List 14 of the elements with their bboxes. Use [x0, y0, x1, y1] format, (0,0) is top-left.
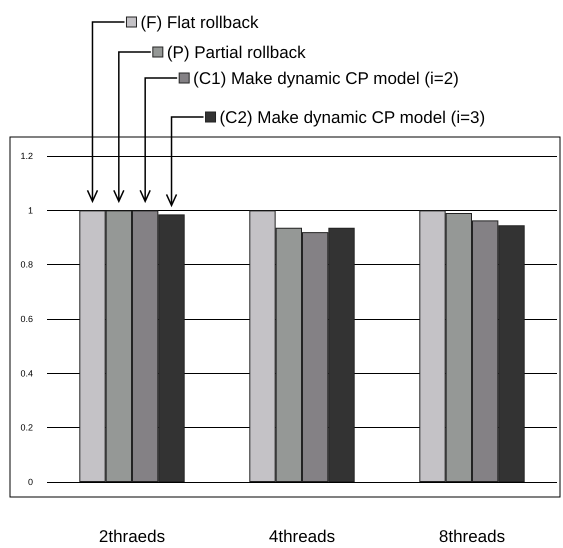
- x-tick-label: 8threads: [438, 527, 506, 546]
- y-tick-label: 0.6: [20, 314, 33, 324]
- legend-label: (P) Partial rollback: [166, 43, 306, 62]
- y-tick-label: 0.2: [20, 422, 33, 433]
- y-tick-label: 0.4: [20, 368, 33, 378]
- y-tick-label: 0.8: [20, 260, 33, 270]
- legend-label: (F) Flat rollback: [140, 13, 260, 32]
- y-tick-label: 1: [28, 205, 33, 216]
- y-tick-label: 1.2: [20, 151, 33, 161]
- y-tick-label: 0: [28, 477, 33, 487]
- legend-label: (C1) Make dynamic CP model (i=2): [193, 69, 459, 88]
- x-tick-label: 4threads: [268, 527, 336, 546]
- x-tick-label: 2thraeds: [98, 527, 166, 546]
- legend-label: (C2) Make dynamic CP model (i=3): [220, 108, 486, 127]
